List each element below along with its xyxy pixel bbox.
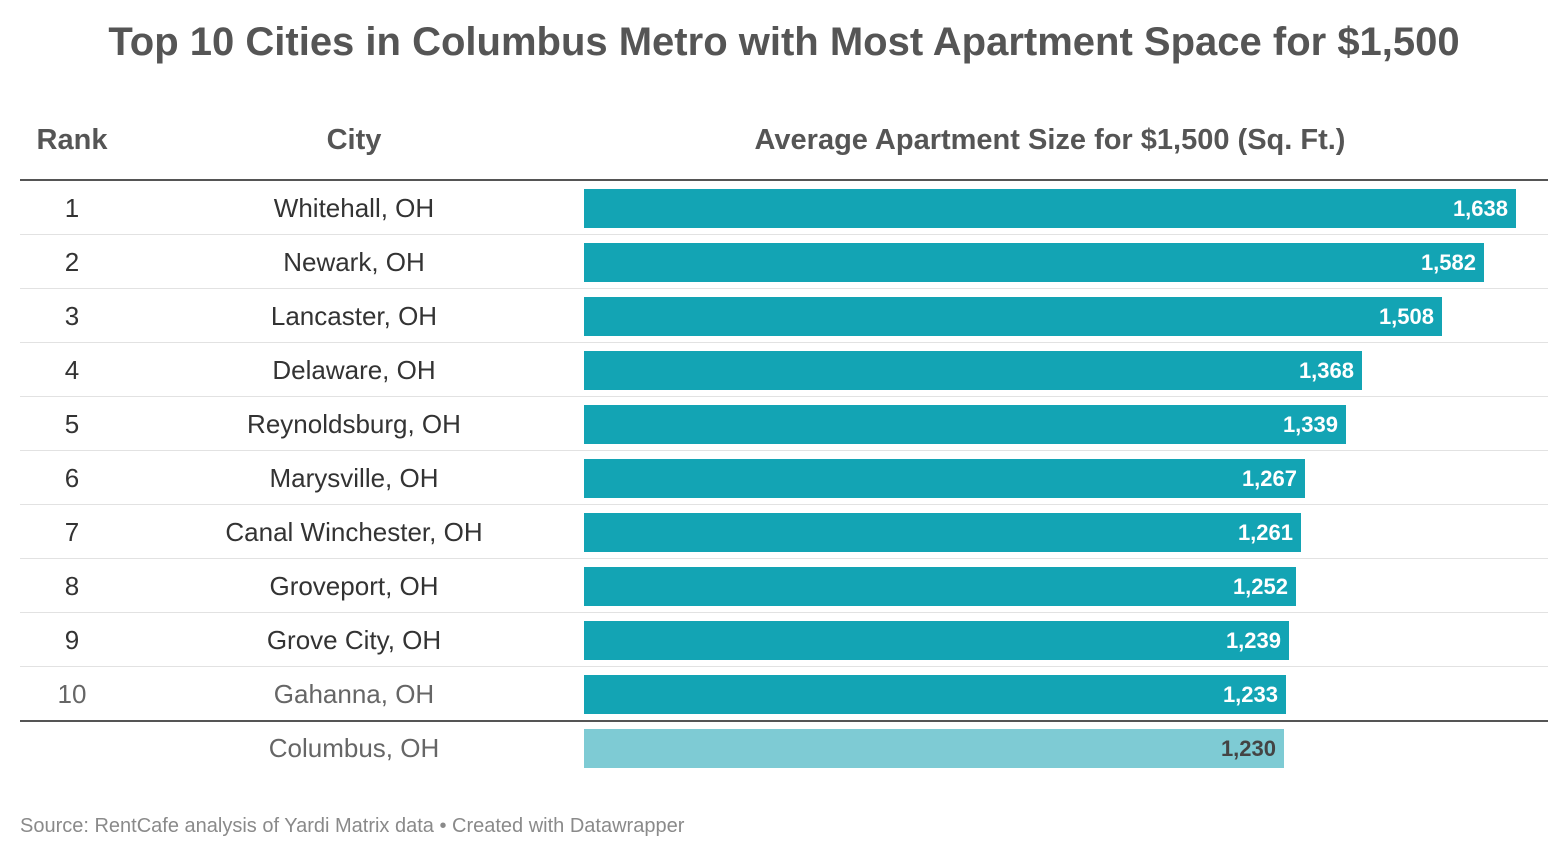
rank-cell: 5: [64, 409, 80, 439]
table-row: 5 Reynoldsburg, OH 1,339: [20, 397, 1548, 451]
bar: 1,582: [584, 243, 1484, 282]
rank-cell: 7: [64, 517, 80, 547]
column-header-value: Average Apartment Size for $1,500 (Sq. F…: [754, 124, 1346, 156]
bar: 1,368: [584, 351, 1362, 390]
bar: 1,638: [584, 189, 1516, 228]
city-cell: Reynoldsburg, OH: [247, 409, 461, 439]
table-row: 10 Gahanna, OH 1,233: [20, 667, 1548, 721]
rank-cell: 8: [64, 571, 80, 601]
bar: 1,261: [584, 513, 1301, 552]
column-header-rank: Rank: [36, 124, 108, 156]
city-cell: Lancaster, OH: [270, 301, 438, 331]
chart-title: Top 10 Cities in Columbus Metro with Mos…: [108, 20, 1460, 64]
city-cell: Groveport, OH: [269, 571, 439, 601]
row-separator: [20, 504, 1548, 505]
reference-bar: 1,230: [584, 729, 1284, 768]
reference-divider: [20, 720, 1548, 722]
rank-cell: 9: [64, 625, 80, 655]
row-separator: [20, 396, 1548, 397]
row-separator: [20, 666, 1548, 667]
bar-value-label: 1,368: [1298, 358, 1354, 383]
row-separator: [20, 612, 1548, 613]
bar-value-label: 1,233: [1222, 682, 1278, 707]
row-separator: [20, 234, 1548, 235]
rank-cell: 6: [64, 463, 80, 493]
city-cell: Columbus, OH: [268, 733, 440, 763]
bar: 1,239: [584, 621, 1289, 660]
bar: 1,339: [584, 405, 1346, 444]
city-cell: Newark, OH: [283, 247, 425, 277]
column-header-city: City: [326, 124, 382, 156]
table-row: 8 Groveport, OH 1,252: [20, 559, 1548, 613]
bar-value-label: 1,230: [1220, 736, 1276, 761]
row-separator: [20, 450, 1548, 451]
rank-cell: [22, 721, 122, 775]
table-row: 3 Lancaster, OH 1,508: [20, 289, 1548, 343]
reference-row: Columbus, OH 1,230: [20, 721, 1548, 775]
city-cell: Marysville, OH: [269, 463, 439, 493]
city-cell: Whitehall, OH: [273, 193, 435, 223]
bar: 1,233: [584, 675, 1286, 714]
table-row: 9 Grove City, OH 1,239: [20, 613, 1548, 667]
city-cell: Gahanna, OH: [273, 679, 435, 709]
bar-value-label: 1,261: [1237, 520, 1293, 545]
row-separator: [20, 558, 1548, 559]
header-divider: [20, 179, 1548, 181]
bar-value-label: 1,267: [1241, 466, 1297, 491]
bar-value-label: 1,638: [1452, 196, 1508, 221]
rank-cell: 2: [64, 247, 80, 277]
bar-value-label: 1,339: [1282, 412, 1338, 437]
bar-value-label: 1,582: [1420, 250, 1476, 275]
bar-value-label: 1,252: [1232, 574, 1288, 599]
source-note: Source: RentCafe analysis of Yardi Matri…: [20, 815, 685, 837]
bar: 1,267: [584, 459, 1305, 498]
table-row: 4 Delaware, OH 1,368: [20, 343, 1548, 397]
table-row: 6 Marysville, OH 1,267: [20, 451, 1548, 505]
bar: 1,252: [584, 567, 1296, 606]
rank-cell: 10: [57, 679, 87, 709]
city-cell: Delaware, OH: [272, 355, 436, 385]
table-row: 1 Whitehall, OH 1,638: [20, 181, 1548, 235]
table-row: 7 Canal Winchester, OH 1,261: [20, 505, 1548, 559]
row-separator: [20, 342, 1548, 343]
row-separator: [20, 288, 1548, 289]
bar: 1,508: [584, 297, 1442, 336]
bar-value-label: 1,508: [1378, 304, 1434, 329]
table-row: 2 Newark, OH 1,582: [20, 235, 1548, 289]
rank-cell: 1: [64, 193, 80, 223]
city-cell: Grove City, OH: [266, 625, 442, 655]
rank-cell: 3: [64, 301, 80, 331]
bar-value-label: 1,239: [1225, 628, 1281, 653]
city-cell: Canal Winchester, OH: [225, 517, 483, 547]
rank-cell: 4: [64, 355, 80, 385]
